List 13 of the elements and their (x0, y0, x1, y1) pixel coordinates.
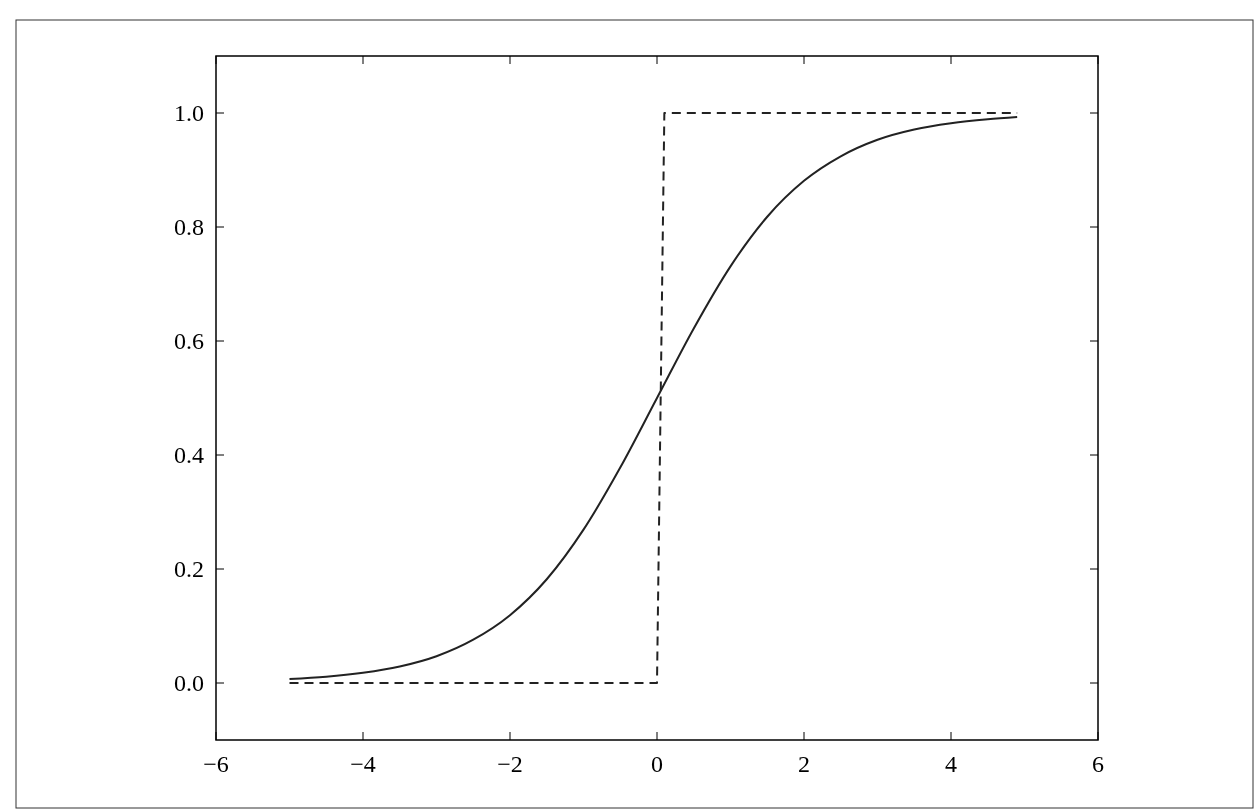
x-tick-label: 2 (798, 751, 810, 777)
x-tick-label: 4 (945, 751, 957, 777)
x-tick-label: 6 (1092, 751, 1104, 777)
x-tick-label: −4 (350, 751, 376, 777)
y-tick-label: 0.2 (174, 556, 204, 583)
x-tick-label: −2 (497, 751, 523, 777)
y-tick-label: 1.0 (174, 100, 204, 127)
x-tick-label: 0 (651, 751, 663, 777)
y-tick-label: 0.8 (174, 214, 204, 241)
y-tick-label: 0.4 (174, 442, 204, 469)
y-tick-label: 0.6 (174, 328, 204, 355)
y-tick-label: 0.0 (174, 670, 204, 697)
x-tick-label: −6 (203, 751, 229, 777)
